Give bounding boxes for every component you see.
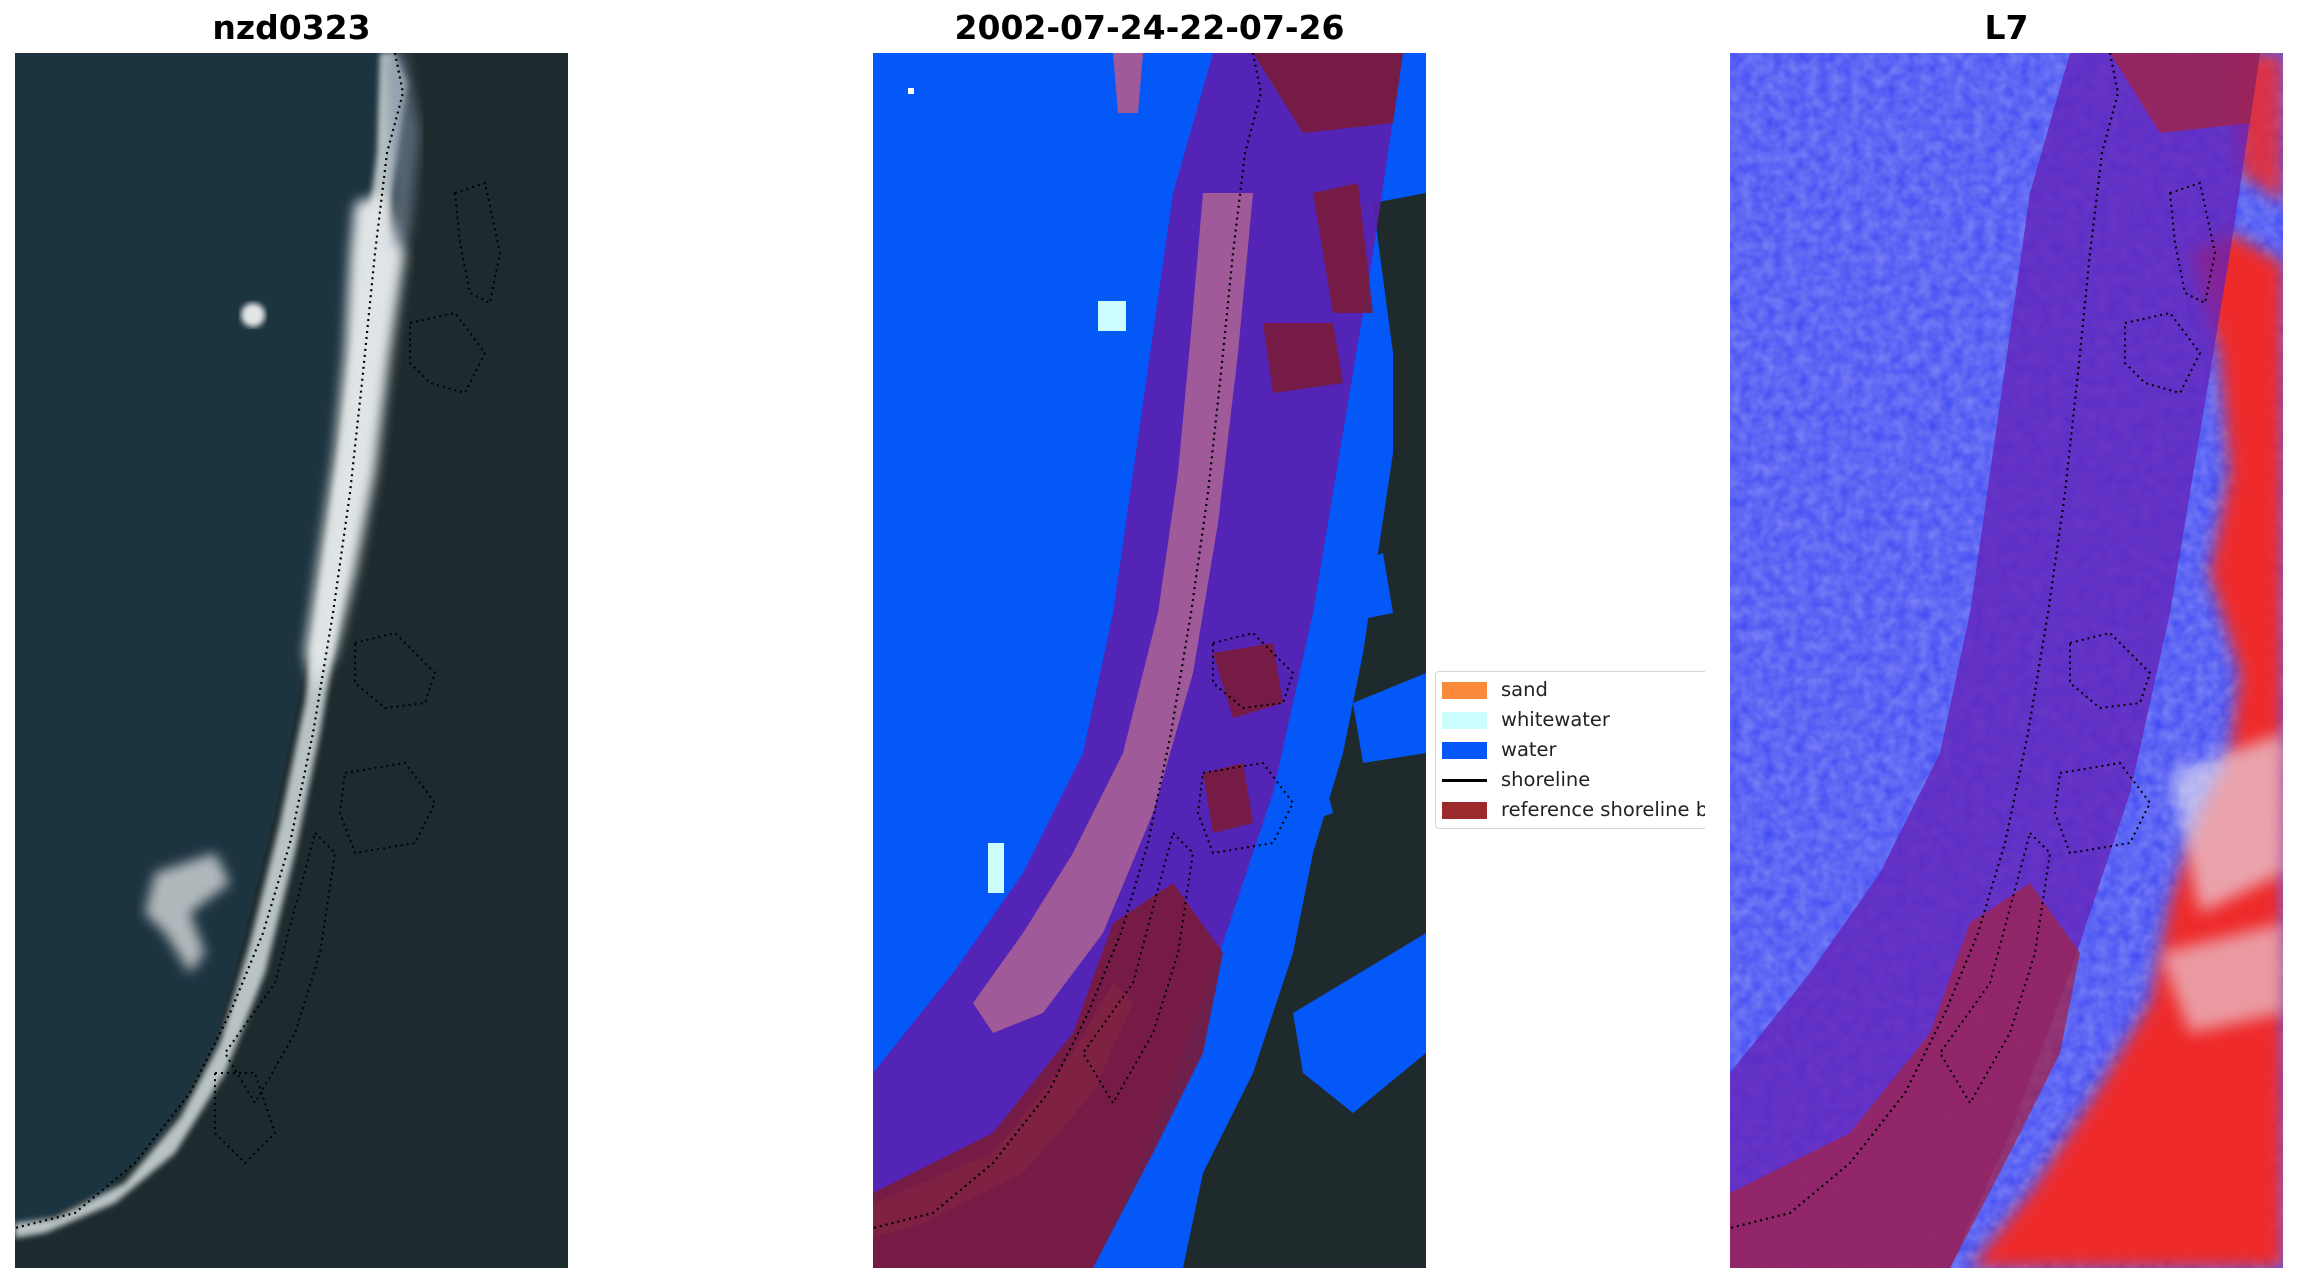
rgb-image-panel <box>15 53 568 1268</box>
legend-swatch-water <box>1442 742 1487 759</box>
panel-title-classification: 2002-07-24-22-07-26 <box>954 8 1345 47</box>
legend-swatch-sand <box>1442 682 1487 699</box>
rgb-image <box>15 53 568 1268</box>
index-map-image <box>1730 53 2283 1268</box>
legend-line-shoreline <box>1442 779 1487 782</box>
legend-label-water: water <box>1501 738 1557 761</box>
panel-title-rgb: nzd0323 <box>212 8 371 47</box>
legend-swatch-reference-buffer <box>1442 802 1487 819</box>
legend-label-whitewater: whitewater <box>1501 708 1610 731</box>
legend: sand whitewater water shoreline referenc… <box>1435 671 1705 829</box>
index-map-panel <box>1730 53 2283 1268</box>
legend-label-sand: sand <box>1501 678 1548 701</box>
panel-title-index: L7 <box>1984 8 2029 47</box>
classification-image <box>873 53 1426 1268</box>
legend-label-shoreline: shoreline <box>1501 768 1591 791</box>
legend-label-reference-buffer: reference shoreline bu <box>1501 798 1705 821</box>
legend-swatch-whitewater <box>1442 712 1487 729</box>
classification-panel <box>873 53 1426 1268</box>
